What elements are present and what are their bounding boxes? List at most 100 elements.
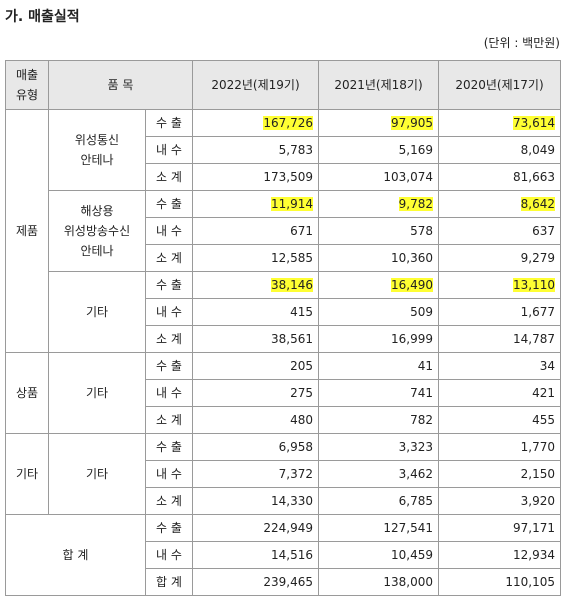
row-label: 수 출 bbox=[145, 271, 193, 299]
value-cell: 1,770 bbox=[438, 433, 561, 461]
header-cell: 매출 유형 bbox=[5, 60, 49, 110]
value-cell: 73,614 bbox=[438, 109, 561, 137]
table-row: 소 계 14,330 6,785 3,920 bbox=[6, 487, 561, 515]
value: 8,642 bbox=[520, 197, 555, 211]
value-cell: 239,465 bbox=[192, 568, 319, 596]
value-cell: 12,585 bbox=[192, 244, 319, 272]
value: 173,509 bbox=[263, 170, 313, 184]
value: 12,585 bbox=[271, 251, 313, 265]
value-cell: 13,110 bbox=[438, 271, 561, 299]
row-label: 수 출 bbox=[145, 433, 193, 461]
value: 509 bbox=[410, 305, 433, 319]
value: 275 bbox=[290, 386, 313, 400]
value: 138,000 bbox=[383, 575, 433, 589]
value: 415 bbox=[290, 305, 313, 319]
row-label: 내 수 bbox=[145, 136, 193, 164]
table-row: 상품 기타 수 출 205 41 34 bbox=[5, 352, 561, 434]
sales-table: 매출 유형 품 목 2022년(제19기) 2021년(제18기) 2020년(제17기… bbox=[5, 60, 561, 596]
header-cell: 2021년(제18기) bbox=[318, 60, 439, 110]
value: 110,105 bbox=[505, 575, 555, 589]
value-cell: 205 bbox=[192, 352, 319, 380]
value-cell: 9,279 bbox=[438, 244, 561, 272]
table-row: 제품 위성통신 안테나 수 출 167,726 97,905 73,614 bbox=[5, 109, 561, 353]
value-cell: 38,146 bbox=[192, 271, 319, 299]
item-name: 기타 bbox=[48, 352, 146, 434]
value-cell: 38,561 bbox=[192, 325, 319, 353]
value: 741 bbox=[410, 386, 433, 400]
value: 103,074 bbox=[383, 170, 433, 184]
value-cell: 3,462 bbox=[318, 460, 439, 488]
value-cell: 3,323 bbox=[318, 433, 439, 461]
value-cell: 41 bbox=[318, 352, 439, 380]
table-row: 내 수 275 741 421 bbox=[6, 379, 561, 407]
value: 5,169 bbox=[398, 143, 433, 157]
value-cell: 671 bbox=[192, 217, 319, 245]
value-cell: 14,787 bbox=[438, 325, 561, 353]
item-name: 위성통신 안테나 bbox=[48, 109, 146, 191]
value-cell: 12,934 bbox=[438, 541, 561, 569]
value: 97,905 bbox=[391, 116, 433, 130]
value-cell: 637 bbox=[438, 217, 561, 245]
value: 239,465 bbox=[263, 575, 313, 589]
value: 81,663 bbox=[513, 170, 555, 184]
value-cell: 741 bbox=[318, 379, 439, 407]
value: 8,049 bbox=[520, 143, 555, 157]
value: 73,614 bbox=[513, 116, 555, 130]
value: 3,462 bbox=[398, 467, 433, 481]
row-label: 내 수 bbox=[145, 379, 193, 407]
table-row: 해상용 위성방송수신 안테나 수 출 11,914 9,782 8,642 bbox=[6, 190, 561, 272]
table-row: 내 수 415 509 1,677 bbox=[6, 298, 561, 326]
sales-type: 상품 bbox=[5, 352, 49, 434]
value: 205 bbox=[290, 359, 313, 373]
value-cell: 14,330 bbox=[192, 487, 319, 515]
total-label: 합 계 bbox=[5, 514, 146, 596]
header-cell: 2022년(제19기) bbox=[192, 60, 319, 110]
value-cell: 103,074 bbox=[318, 163, 439, 191]
value-cell: 509 bbox=[318, 298, 439, 326]
value-cell: 127,541 bbox=[318, 514, 439, 542]
sales-type: 기타 bbox=[5, 433, 49, 515]
value-cell: 81,663 bbox=[438, 163, 561, 191]
value: 455 bbox=[532, 413, 555, 427]
table-row: 내 수 7,372 3,462 2,150 bbox=[6, 460, 561, 488]
value: 224,949 bbox=[263, 521, 313, 535]
value: 34 bbox=[539, 359, 555, 373]
value-cell: 110,105 bbox=[438, 568, 561, 596]
value-cell: 34 bbox=[438, 352, 561, 380]
value: 782 bbox=[410, 413, 433, 427]
value: 11,914 bbox=[271, 197, 313, 211]
row-label: 내 수 bbox=[145, 541, 193, 569]
value: 637 bbox=[532, 224, 555, 238]
value-cell: 6,785 bbox=[318, 487, 439, 515]
value: 6,958 bbox=[278, 440, 313, 454]
value-cell: 5,169 bbox=[318, 136, 439, 164]
value: 14,330 bbox=[271, 494, 313, 508]
value: 421 bbox=[532, 386, 555, 400]
sales-type: 제품 bbox=[5, 109, 49, 353]
value: 97,171 bbox=[513, 521, 555, 535]
value-cell: 5,783 bbox=[192, 136, 319, 164]
value-cell: 167,726 bbox=[192, 109, 319, 137]
table-row: 소 계 38,561 16,999 14,787 bbox=[6, 325, 561, 353]
row-label: 수 출 bbox=[145, 109, 193, 137]
value: 5,783 bbox=[278, 143, 313, 157]
value-cell: 9,782 bbox=[318, 190, 439, 218]
value-cell: 16,999 bbox=[318, 325, 439, 353]
value: 12,934 bbox=[513, 548, 555, 562]
row-label: 소 계 bbox=[145, 406, 193, 434]
value-cell: 14,516 bbox=[192, 541, 319, 569]
value-cell: 455 bbox=[438, 406, 561, 434]
value: 41 bbox=[417, 359, 433, 373]
value-cell: 275 bbox=[192, 379, 319, 407]
value-cell: 480 bbox=[192, 406, 319, 434]
value-cell: 3,920 bbox=[438, 487, 561, 515]
table-row: 기타 기타 수 출 6,958 3,323 1,770 bbox=[5, 433, 561, 515]
value-cell: 782 bbox=[318, 406, 439, 434]
row-label: 수 출 bbox=[145, 190, 193, 218]
value: 38,146 bbox=[271, 278, 313, 292]
table-row: 소 계 480 782 455 bbox=[6, 406, 561, 434]
value-cell: 6,958 bbox=[192, 433, 319, 461]
value-cell: 10,459 bbox=[318, 541, 439, 569]
